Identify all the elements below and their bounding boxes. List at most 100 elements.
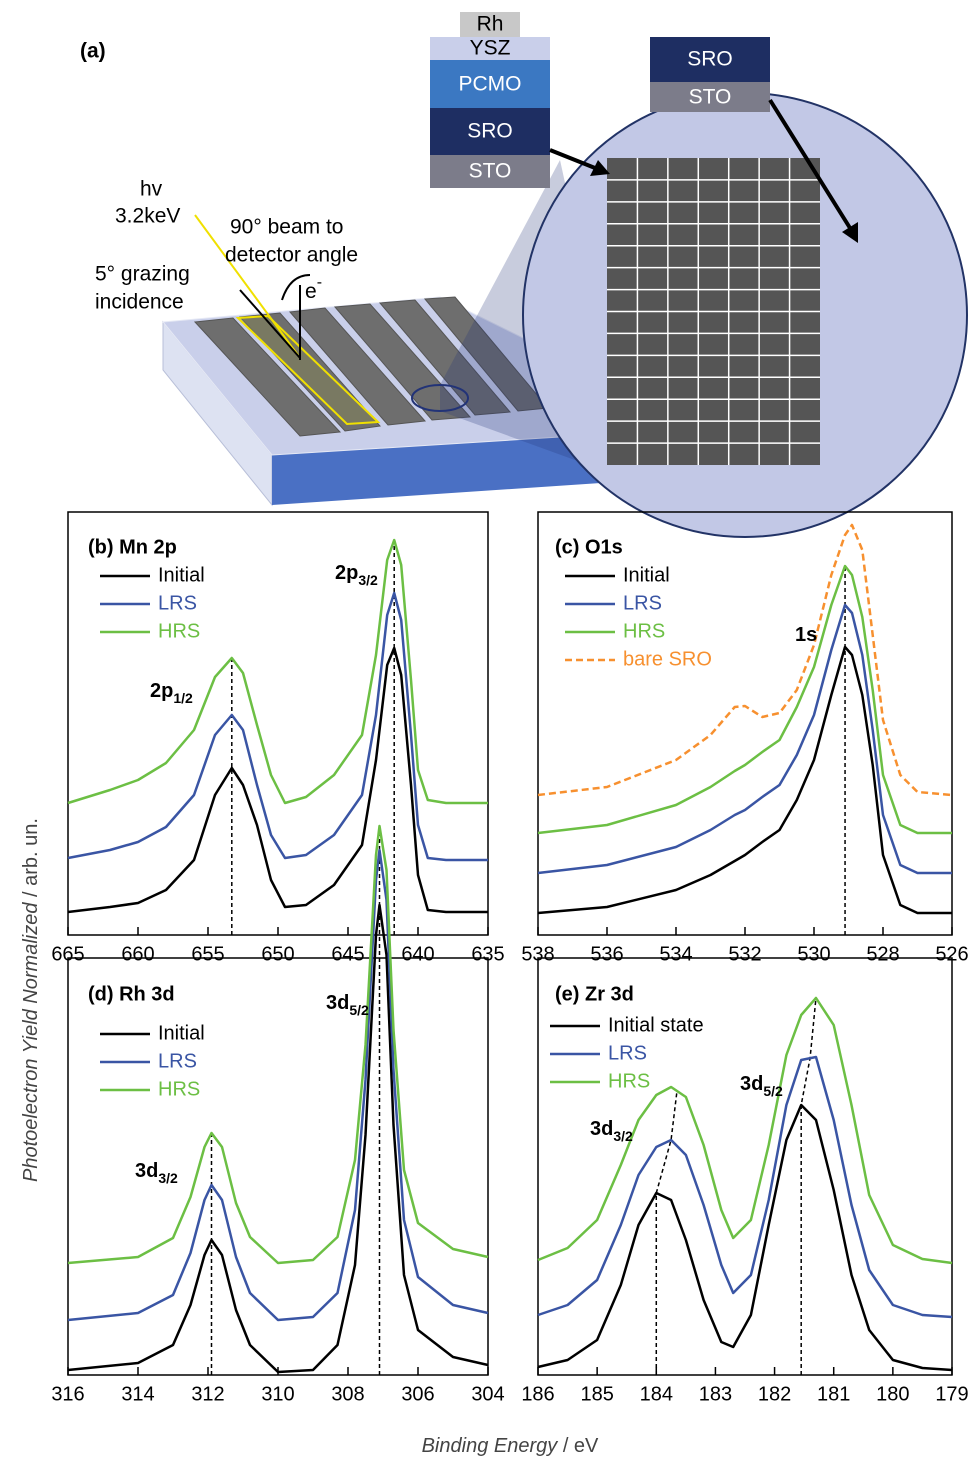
layer [430,108,550,155]
x-tick-label: 645 [331,943,364,965]
annotation: 3d5/2 [326,992,369,1017]
x-tick-label: 184 [640,1383,673,1405]
y-axis-title: Photoelectron Yield Normalized / arb. un… [20,818,42,1182]
angle-label: 90° beam to [230,216,343,239]
plot-frame [537,957,953,1376]
annotation: 3d5/2 [740,1073,783,1098]
annotation-sub: 1/2 [173,690,193,706]
annotation-text: 3d [590,1118,613,1140]
series-line [537,1103,953,1372]
y-unit: / arb. un. [20,818,42,897]
x-unit: / eV [563,1435,599,1457]
x-tick-label: 182 [758,1383,791,1405]
layer [430,60,550,108]
x-tick-label: 650 [261,943,294,965]
x-tick-label: 179 [935,1383,968,1405]
layer-label: SRO [687,48,733,71]
schematic: (a) Rh YSZ PCMO SRO STO SRO STO hv 3.2ke… [80,12,968,538]
beam-label: hv [140,178,163,201]
annotation-sub: 3/2 [158,1170,178,1186]
electron-label: e- [305,274,322,302]
x-tick-label: 655 [191,943,224,965]
legend-label: HRS [623,620,665,642]
x-tick-label: 660 [121,943,154,965]
series-line [537,996,953,1265]
x-tick-label: 526 [935,943,968,965]
grazing-label: incidence [95,291,184,314]
x-tick-label: 304 [471,1383,504,1405]
x-tick-label: 665 [51,943,84,965]
layer [430,37,550,60]
annotation-sub: 3/2 [613,1128,633,1144]
annotation-text: 1s [795,624,817,646]
annotation: 1s [795,624,817,646]
x-tick-label: 306 [401,1383,434,1405]
legend-label: HRS [608,1070,650,1092]
legend-label: HRS [158,1078,200,1100]
angle-label: detector angle [225,244,358,267]
chart-title: (b) Mn 2p [88,536,177,558]
legend-label: Initial [158,1022,205,1044]
layer-label: STO [469,160,512,183]
series-line [67,538,488,805]
layer [460,12,520,37]
grid-pattern [607,158,820,465]
x-axis-title: Binding Energy / eV [422,1435,599,1457]
annotation-sub: 5/2 [349,1002,369,1018]
legend-label: LRS [158,592,197,614]
annotation-text: 3d [135,1160,158,1182]
annotation: 2p1/2 [150,680,193,705]
annotation: 3d3/2 [135,1160,178,1185]
arrow-head [590,160,610,176]
guide-line [800,997,817,1375]
annotation-text: 2p [335,562,358,584]
legend-label: LRS [158,1050,197,1072]
x-tick-label: 640 [401,943,434,965]
x-tick-label: 183 [699,1383,732,1405]
legend-label: Initial state [608,1014,704,1036]
angle-arc [281,274,311,301]
beam [194,214,301,359]
layer-label: Rh [477,13,504,36]
legend-label: HRS [158,620,200,642]
series-line [67,824,489,1265]
series-line [67,848,489,1322]
x-label: Binding Energy [422,1435,559,1457]
series-line [537,564,952,835]
x-tick-label: 310 [261,1383,294,1405]
layer-label: STO [689,86,732,109]
layer-label: PCMO [459,73,522,96]
arrow [768,98,852,230]
series-line [67,903,489,1374]
series-line [537,603,952,875]
layer-label: YSZ [470,37,511,60]
legend-label: Initial [158,564,205,586]
annotation-sub: 3/2 [358,572,378,588]
series-line [67,591,488,862]
x-tick-label: 180 [876,1383,909,1405]
beam-energy: 3.2keV [115,205,180,228]
legend-label: Initial [623,564,670,586]
x-tick-label: 316 [51,1383,84,1405]
zoom-spot [411,384,469,412]
series-line [537,523,953,797]
x-tick-label: 538 [521,943,554,965]
electron: e [305,280,317,303]
x-tick-label: 186 [521,1383,554,1405]
chart-title: (c) O1s [555,536,623,558]
x-tick-label: 534 [659,943,692,965]
layer [650,37,770,82]
incidence-line [239,289,301,359]
chart-title: (d) Rh 3d [88,983,175,1005]
annotation: 2p3/2 [335,562,378,587]
panel-label: (a) [80,40,106,63]
annotation-text: 3d [326,992,349,1014]
annotation-text: 2p [150,680,173,702]
beam-footprint [235,314,381,426]
series-line [537,1055,953,1319]
x-tick-label: 536 [590,943,623,965]
stripes [193,296,549,437]
layer [650,82,770,112]
layer [430,155,550,188]
